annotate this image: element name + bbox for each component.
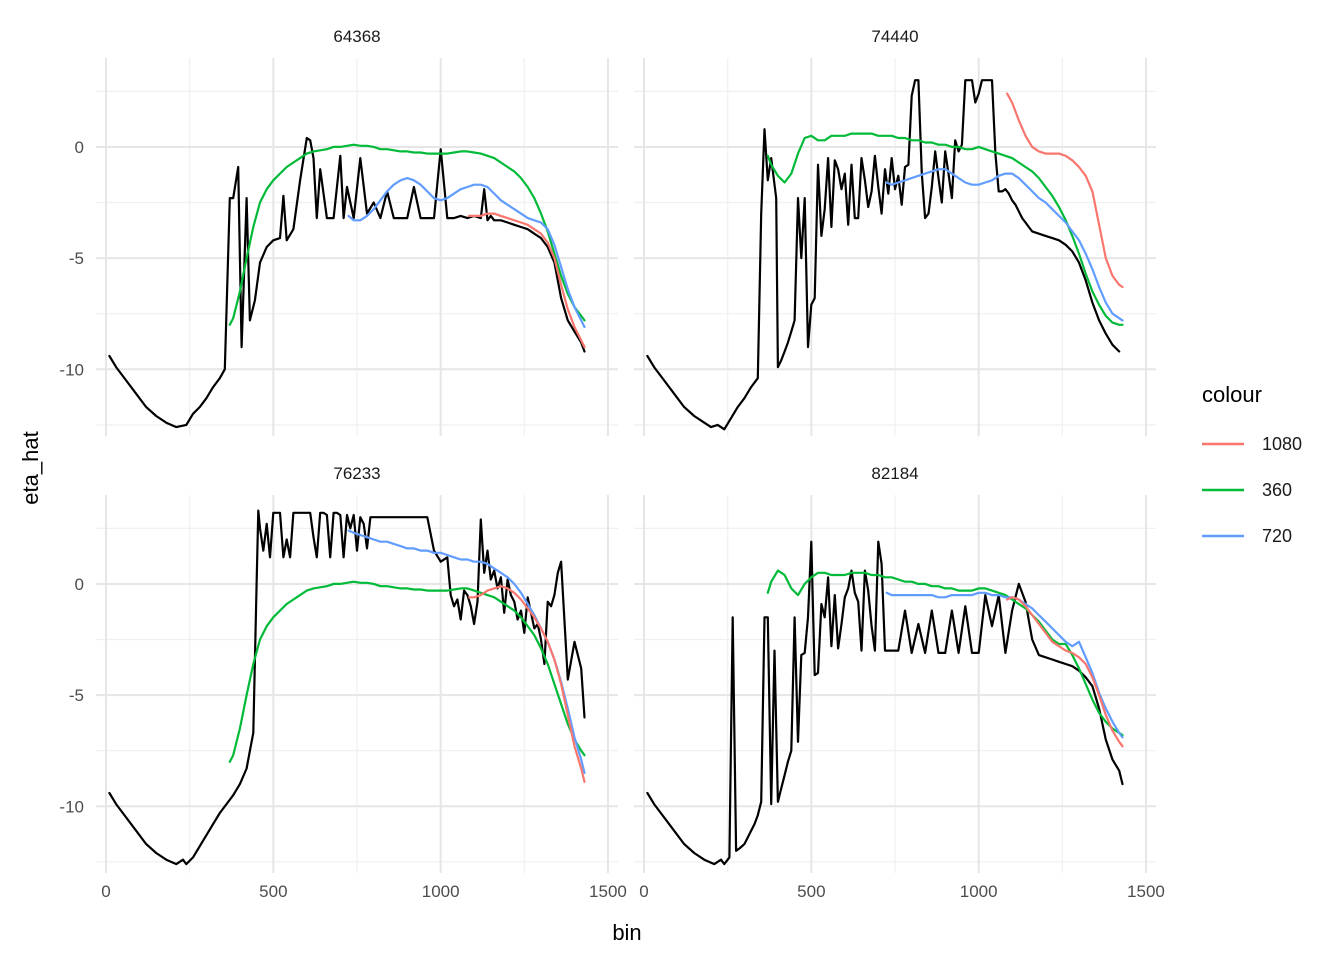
- y-tick-label: -5: [69, 249, 84, 268]
- x-tick-label: 500: [259, 882, 287, 901]
- legend-item-1080: 1080: [1202, 434, 1302, 454]
- legend: colour 1080 360 720: [1202, 382, 1302, 546]
- x-tick-label: 0: [101, 882, 110, 901]
- y-tick-label: 0: [75, 138, 84, 157]
- x-tick-label: 1500: [1127, 882, 1165, 901]
- panel-76233: 76233 0 -5 -10 0 500 1000 1500: [59, 464, 626, 901]
- series-line-1080: [1006, 92, 1124, 289]
- panel-64368: 64368 0 -5 -10: [59, 27, 618, 436]
- panel-82184: 82184 0 500 1000 1500: [634, 464, 1165, 901]
- series-line-1080: [468, 212, 586, 349]
- legend-item-360: 360: [1202, 480, 1292, 500]
- series-line-360: [766, 569, 1124, 737]
- x-tick-label: 1000: [422, 882, 460, 901]
- series-line-360: [228, 143, 586, 326]
- y-tick-label: -10: [59, 360, 84, 379]
- x-tick-label: 500: [797, 882, 825, 901]
- panel-74440: 74440: [634, 27, 1156, 436]
- panel-title: 76233: [333, 464, 380, 483]
- series-line-black: [108, 136, 586, 429]
- series-line-360: [766, 132, 1124, 326]
- series-line-1080: [1006, 596, 1124, 748]
- series-line-360: [228, 580, 586, 763]
- legend-label: 360: [1262, 480, 1292, 500]
- legend-label: 1080: [1262, 434, 1302, 454]
- series-line-black: [646, 540, 1124, 866]
- series-line-black: [646, 79, 1121, 431]
- panel-title: 82184: [871, 464, 918, 483]
- series-line-black: [108, 509, 586, 866]
- y-axis-title: eta_hat: [18, 431, 43, 504]
- x-tick-label: 1500: [589, 882, 627, 901]
- x-axis-title: bin: [612, 920, 641, 945]
- panel-title: 74440: [871, 27, 918, 46]
- series-line-720: [347, 177, 586, 329]
- y-tick-label: -10: [59, 797, 84, 816]
- series-line-720: [885, 591, 1124, 739]
- x-tick-label: 0: [639, 882, 648, 901]
- y-tick-label: -5: [69, 686, 84, 705]
- y-tick-label: 0: [75, 575, 84, 594]
- series-line-720: [347, 529, 586, 774]
- legend-item-720: 720: [1202, 526, 1292, 546]
- panel-title: 64368: [333, 27, 380, 46]
- legend-title: colour: [1202, 382, 1262, 407]
- series-line-1080: [468, 585, 586, 783]
- x-tick-label: 1000: [960, 882, 998, 901]
- legend-label: 720: [1262, 526, 1292, 546]
- series-line-720: [885, 168, 1124, 322]
